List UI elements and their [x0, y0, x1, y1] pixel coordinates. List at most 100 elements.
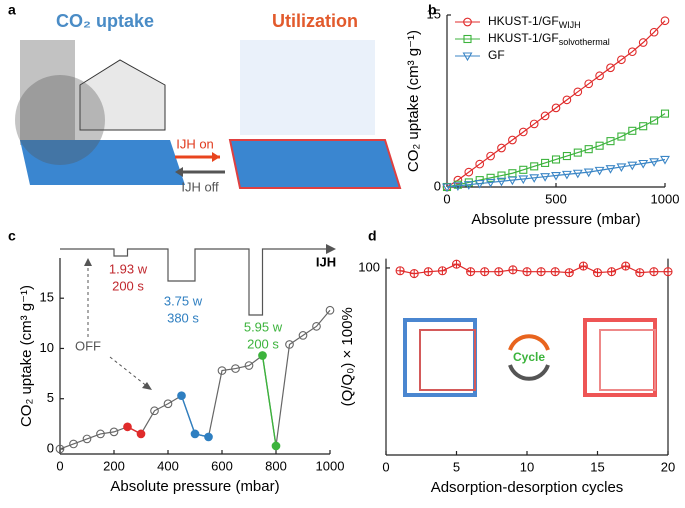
x-axis-label: Absolute pressure (mbar) — [110, 478, 279, 495]
x-tick-label: 1000 — [316, 458, 345, 473]
legend-name: GF — [488, 48, 505, 62]
marker — [551, 171, 561, 181]
x-axis-label: Adsorption-desorption cycles — [431, 479, 624, 496]
marker — [507, 176, 518, 186]
marker — [562, 151, 571, 161]
marker — [551, 103, 561, 113]
series-line — [446, 20, 666, 188]
panel-label: d — [368, 228, 377, 244]
marker — [217, 366, 227, 375]
marker — [638, 159, 649, 169]
marker — [584, 79, 594, 89]
marker — [621, 261, 631, 271]
trace-label: IJH — [316, 254, 336, 269]
marker — [466, 267, 476, 277]
marker — [258, 351, 267, 360]
arrow-head — [175, 167, 183, 177]
marker — [562, 95, 572, 105]
marker — [550, 267, 560, 277]
x-tick-label: 5 — [453, 459, 460, 474]
y-axis-label: CO₂ uptake (cm³ g⁻¹) — [18, 285, 35, 427]
pulse-time: 200 s — [112, 278, 144, 293]
marker — [595, 141, 604, 150]
right-title: Utilization — [272, 11, 358, 31]
pulse-time: 380 s — [167, 310, 199, 325]
panel-label: b — [428, 2, 437, 18]
marker — [606, 63, 615, 73]
cycle-graphic — [403, 318, 657, 397]
left-title: CO₂ uptake — [56, 11, 154, 31]
marker — [663, 267, 673, 277]
marker — [409, 269, 419, 279]
marker — [660, 155, 670, 165]
marker — [452, 182, 463, 191]
barn — [79, 59, 166, 131]
marker — [123, 422, 132, 432]
marker — [617, 132, 626, 141]
series-segment — [261, 355, 277, 447]
marker — [529, 119, 539, 129]
marker — [96, 429, 105, 439]
marker — [163, 399, 173, 409]
right-plate — [228, 139, 402, 189]
panel-label: c — [8, 228, 16, 244]
marker — [462, 52, 473, 62]
x-tick-label: 1000 — [651, 191, 680, 206]
legend-label: HKUST-1/GFsolvothermal — [488, 31, 610, 47]
marker — [177, 391, 186, 401]
marker — [578, 261, 588, 271]
marker — [437, 266, 447, 276]
power-trace — [60, 244, 336, 390]
marker — [475, 159, 485, 169]
y-tick-label: 100 — [358, 259, 380, 274]
marker — [190, 429, 200, 439]
marker — [605, 165, 616, 174]
framework-red — [583, 318, 657, 397]
marker — [204, 432, 213, 442]
legend-subscript: WIJH — [559, 20, 581, 30]
marker — [486, 151, 495, 161]
marker — [519, 165, 528, 174]
series-line — [59, 309, 331, 450]
panel-label: a — [8, 2, 16, 18]
marker — [298, 331, 308, 340]
marker — [485, 178, 496, 188]
marker — [244, 361, 254, 370]
x-tick-label: 200 — [103, 458, 125, 473]
marker — [540, 111, 550, 121]
y-tick-label: 15 — [427, 6, 441, 21]
y-tick-label: 15 — [40, 290, 54, 305]
arrow-on-label: IJH on — [176, 136, 214, 151]
cycle-arrow — [508, 334, 550, 351]
marker — [451, 259, 462, 269]
illustration: a CO₂ uptake Utilization IJH on IJH off — [8, 2, 402, 194]
marker — [285, 340, 294, 349]
marker — [617, 55, 626, 65]
marker — [442, 183, 452, 193]
marker — [606, 137, 615, 146]
marker — [530, 162, 539, 171]
marker — [486, 173, 495, 182]
legend-name: HKUST-1/GF — [488, 31, 559, 45]
marker — [480, 267, 490, 277]
marker — [627, 47, 637, 57]
marker — [536, 267, 546, 277]
marker — [463, 17, 472, 27]
marker — [109, 427, 119, 437]
series-segment — [180, 395, 196, 435]
pulse-time: 200 s — [247, 336, 279, 351]
smoke — [15, 75, 105, 165]
marker — [522, 267, 532, 277]
marker — [496, 177, 507, 187]
marker — [474, 180, 485, 189]
legend-subscript: solvothermal — [559, 37, 610, 47]
y-tick-label: 0 — [47, 440, 54, 455]
y-axis-label: (Q/Q₀) × 100% — [339, 307, 356, 406]
marker — [616, 163, 627, 173]
marker — [55, 444, 65, 454]
marker — [529, 174, 540, 183]
marker — [660, 109, 670, 118]
x-tick-label: 600 — [211, 458, 233, 473]
marker — [508, 265, 518, 275]
trace-line — [60, 248, 328, 316]
